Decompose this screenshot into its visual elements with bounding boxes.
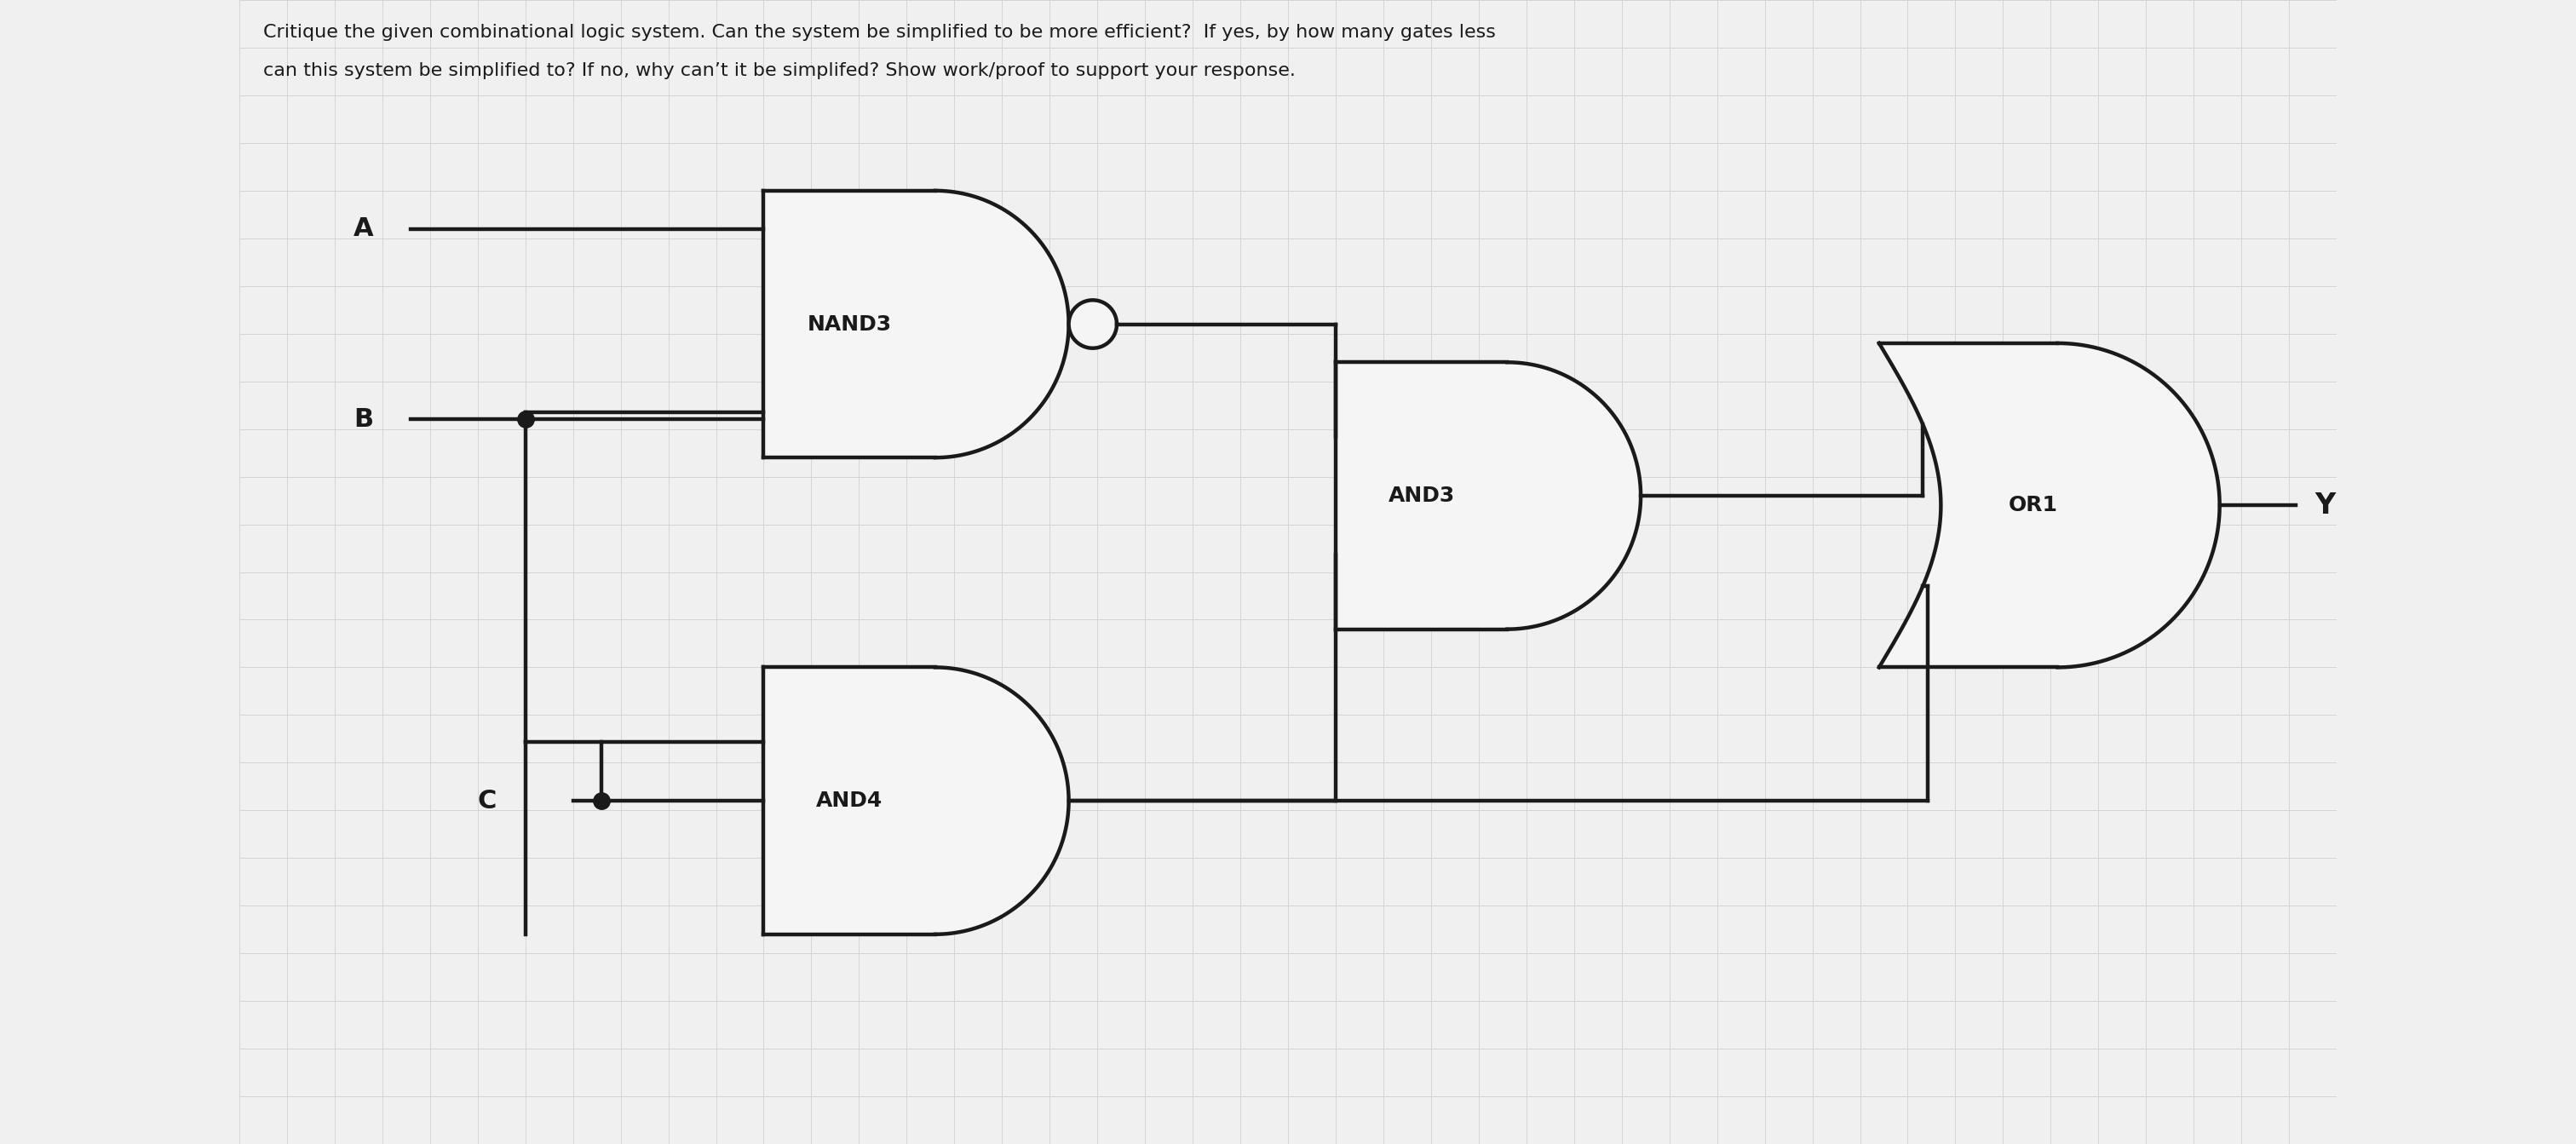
Text: NAND3: NAND3 xyxy=(806,313,891,334)
Polygon shape xyxy=(1069,300,1118,348)
Text: Y: Y xyxy=(2316,491,2336,519)
Text: AND4: AND4 xyxy=(817,791,884,811)
Text: B: B xyxy=(353,407,374,431)
Polygon shape xyxy=(762,667,1069,935)
Polygon shape xyxy=(1337,363,1641,629)
Polygon shape xyxy=(1878,343,2221,667)
Text: AND3: AND3 xyxy=(1388,485,1455,506)
Text: Critique the given combinational logic system. Can the system be simplified to b: Critique the given combinational logic s… xyxy=(263,24,1497,41)
Text: A: A xyxy=(353,216,374,241)
Text: C: C xyxy=(477,788,497,813)
Text: OR1: OR1 xyxy=(2009,495,2058,516)
Text: can this system be simplified to? If no, why can’t it be simplifed? Show work/pr: can this system be simplified to? If no,… xyxy=(263,62,1296,79)
Polygon shape xyxy=(762,191,1069,458)
